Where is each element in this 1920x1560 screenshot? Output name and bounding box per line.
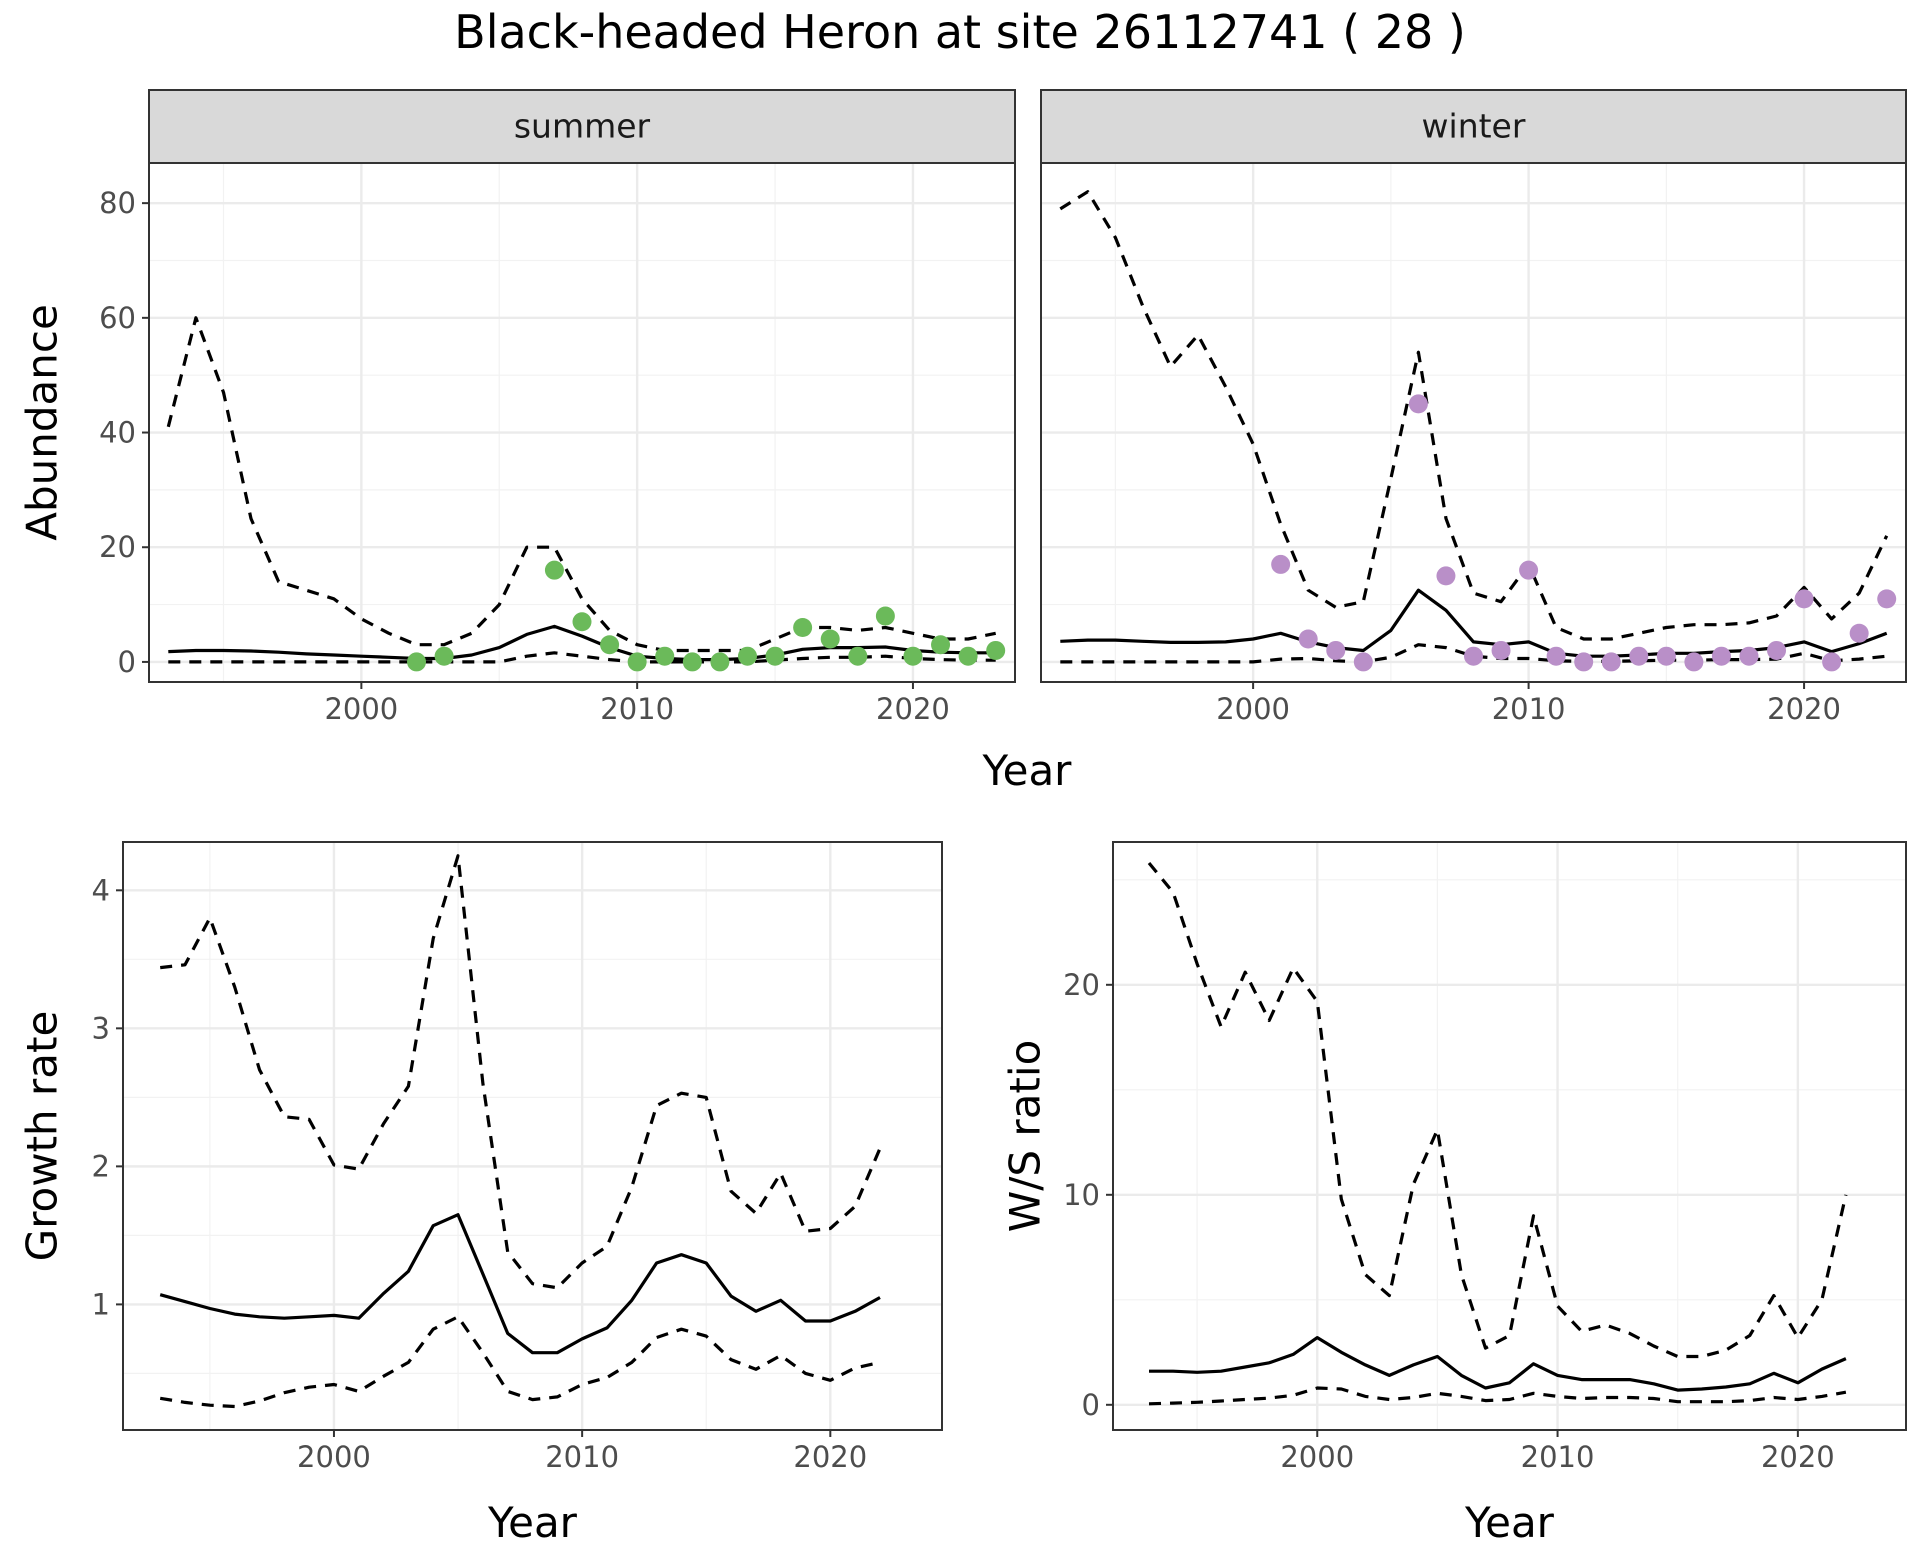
upper-bound-line — [1059, 190, 1889, 641]
y-tick-label: 0 — [1082, 1388, 1100, 1422]
panel-border — [122, 841, 943, 1431]
observation-point — [572, 612, 592, 632]
y-tick-label: 0 — [118, 645, 136, 679]
observation-point — [1353, 652, 1373, 672]
y-tick-label: 20 — [99, 530, 136, 564]
observation-point — [407, 652, 427, 672]
y-tick-label: 20 — [1063, 968, 1100, 1002]
observation-point — [1656, 646, 1676, 666]
x-tick-label: 2010 — [545, 1440, 619, 1474]
facet-strip — [1040, 89, 1907, 164]
observation-point — [793, 618, 813, 638]
observation-point — [1326, 640, 1346, 660]
lower-bound-line — [159, 1315, 881, 1409]
observation-point — [600, 635, 620, 655]
observation-point — [737, 646, 757, 666]
observation-point — [1464, 646, 1483, 666]
facet-strip-label: winter — [1422, 107, 1526, 146]
x-axis-title: Year — [487, 1498, 578, 1547]
observation-point — [682, 652, 702, 672]
observation-point — [627, 652, 647, 672]
x-tick-label: 2020 — [1767, 692, 1841, 726]
observation-point — [1546, 646, 1566, 666]
x-axis-title: Year — [1464, 1498, 1555, 1547]
estimate-line — [1149, 1336, 1847, 1392]
y-tick-label: 80 — [99, 186, 136, 220]
y-tick-label: 40 — [99, 416, 136, 450]
estimate-line — [1060, 588, 1888, 658]
observation-point — [1298, 629, 1318, 649]
x-tick-label: 2000 — [297, 1440, 371, 1474]
observation-point — [931, 635, 951, 655]
observation-point — [710, 652, 730, 672]
panel-border — [1112, 841, 1907, 1431]
y-axis-title: Growth rate — [18, 1011, 67, 1262]
x-tick-label: 2000 — [1280, 1440, 1354, 1474]
observation-point — [986, 640, 1006, 660]
y-tick-label: 1 — [92, 1287, 110, 1321]
observation-point — [765, 646, 785, 666]
estimate-line — [159, 1213, 881, 1355]
x-tick-label: 2010 — [1492, 692, 1566, 726]
observation-point — [544, 560, 564, 580]
y-tick-label: 3 — [92, 1011, 110, 1045]
observation-point — [1739, 646, 1759, 666]
lower-bound-line — [1148, 1386, 1847, 1406]
y-axis-title: W/S ratio — [1001, 1040, 1050, 1233]
x-tick-label: 2010 — [600, 692, 674, 726]
observation-point — [1601, 652, 1621, 672]
x-tick-label: 2000 — [324, 692, 398, 726]
facet-strip — [148, 89, 1016, 164]
observation-point — [1436, 566, 1456, 586]
observation-point — [1767, 640, 1787, 660]
y-tick-label: 10 — [1063, 1178, 1100, 1212]
observation-point — [1574, 652, 1594, 672]
x-tick-label: 2000 — [1216, 692, 1290, 726]
x-tick-label: 2020 — [876, 692, 950, 726]
top-row-x-axis-title: Year — [982, 746, 1073, 795]
upper-bound-line — [1147, 861, 1848, 1359]
observation-point — [1408, 394, 1428, 414]
estimate-line — [168, 624, 996, 662]
observation-point — [848, 646, 868, 666]
y-tick-label: 60 — [99, 301, 136, 335]
x-tick-label: 2020 — [1761, 1440, 1835, 1474]
panel-abundance-summer: summer 2000 2010 2020 0 20 40 60 80 Abundance — [18, 89, 1016, 726]
observation-point — [1684, 652, 1704, 672]
y-axis-title: Abundance — [18, 304, 67, 541]
panel-ws-ratio: 2000 2010 2020 0 10 20 Year W/S ratio — [1001, 841, 1907, 1547]
figure-title: Black-headed Heron at site 26112741 ( 28… — [454, 5, 1466, 59]
y-tick-label: 4 — [92, 873, 110, 907]
upper-bound-line — [166, 316, 997, 653]
observation-point — [1877, 589, 1897, 609]
observation-point — [1794, 589, 1814, 609]
panel-abundance-winter: winter 2000 2010 2020 — [1040, 89, 1907, 726]
observation-point — [820, 629, 840, 649]
upper-bound-line — [160, 854, 882, 1290]
observation-point — [1849, 623, 1869, 643]
observation-point — [1822, 652, 1842, 672]
observation-point — [875, 606, 895, 626]
observation-point — [655, 646, 675, 666]
observation-point — [434, 646, 454, 666]
observation-point — [1271, 554, 1291, 574]
panel-growth-rate: 2000 2010 2020 1 2 3 4 Year Growth rate — [18, 841, 943, 1547]
lower-bound-line — [168, 651, 996, 664]
observation-point — [1629, 646, 1649, 666]
observation-point — [958, 646, 978, 666]
observation-point — [1711, 646, 1731, 666]
observation-point — [1519, 560, 1539, 580]
observation-point — [903, 646, 923, 666]
facet-strip-label: summer — [514, 107, 651, 146]
y-tick-label: 2 — [92, 1149, 110, 1183]
observation-point — [1491, 640, 1511, 660]
x-tick-label: 2020 — [793, 1440, 867, 1474]
x-tick-label: 2010 — [1521, 1440, 1595, 1474]
